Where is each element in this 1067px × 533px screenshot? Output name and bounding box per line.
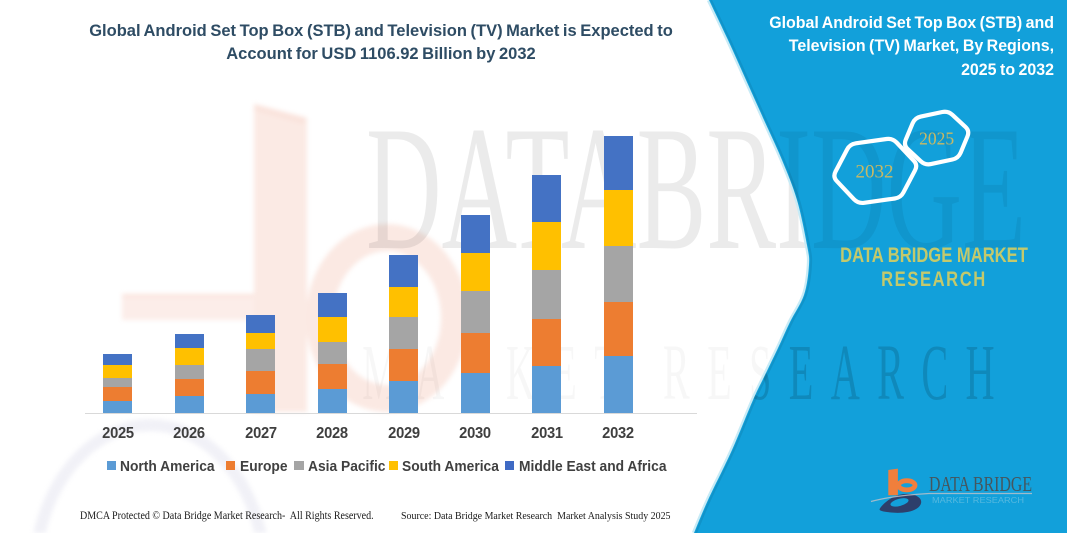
svg-text:2032: 2032	[856, 162, 894, 183]
svg-text:MARKET RESEARCH: MARKET RESEARCH	[932, 496, 1024, 505]
svg-text:2025: 2025	[919, 129, 954, 149]
svg-text:DATA BRIDGE: DATA BRIDGE	[929, 472, 1032, 496]
